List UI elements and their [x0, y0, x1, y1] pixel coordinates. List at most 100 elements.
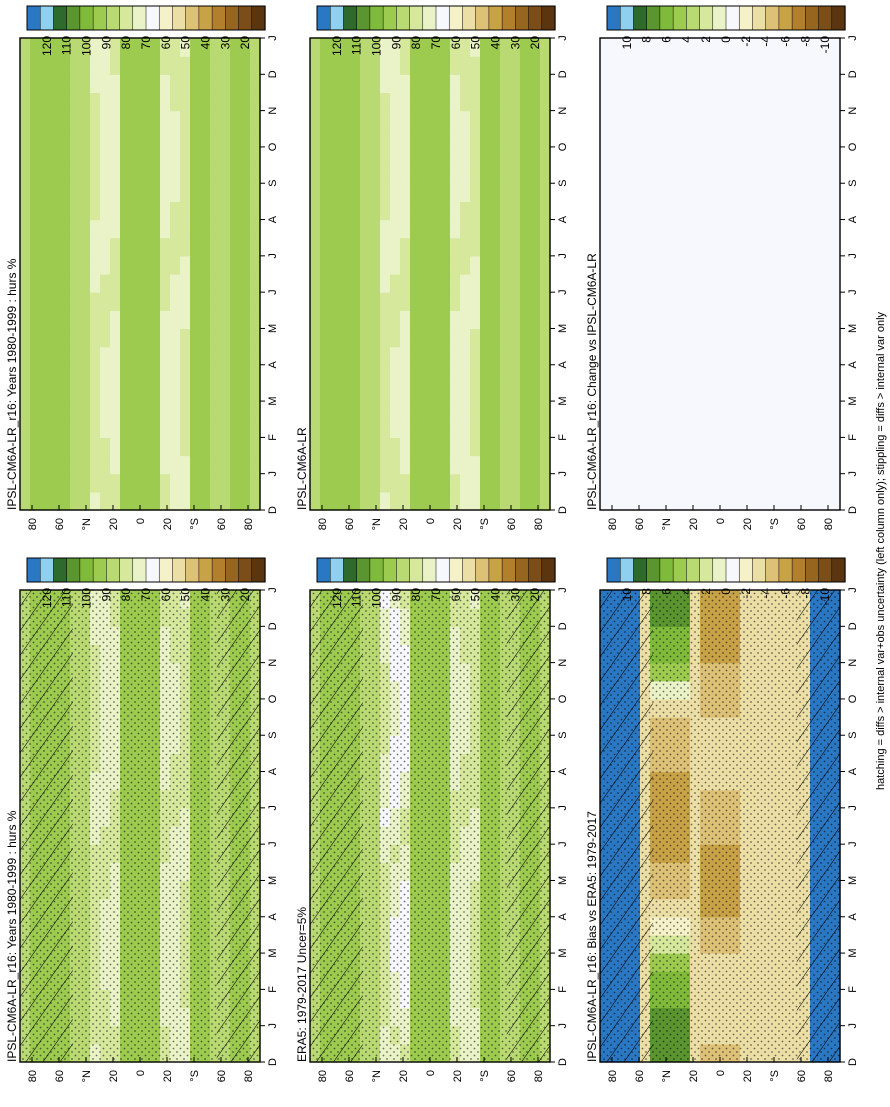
lat-tick-label: 80 — [607, 1070, 619, 1082]
heatmap-cell — [80, 128, 91, 148]
heatmap-cell — [640, 165, 651, 184]
heatmap-cell — [660, 92, 671, 112]
heatmap-cell — [700, 74, 711, 94]
colorbar-swatch — [475, 5, 490, 31]
heatmap-cell — [650, 92, 661, 112]
heatmap-cell — [200, 146, 211, 166]
heatmap-cell — [190, 165, 201, 184]
heatmap-cell — [80, 491, 91, 511]
heatmap-cell — [170, 237, 181, 257]
colorbar-swatch — [528, 5, 543, 31]
heatmap-cell — [630, 92, 641, 112]
heatmap-cell — [810, 455, 821, 475]
heatmap-cell — [710, 274, 721, 293]
month-label: D — [267, 622, 279, 630]
heatmap-cell — [820, 183, 831, 202]
heatmap-cell — [160, 38, 171, 57]
heatmap-cell — [530, 183, 541, 202]
heatmap-cell — [780, 146, 791, 166]
heatmap-cell — [600, 382, 611, 402]
heatmap-cell — [760, 274, 771, 293]
heatmap-cell — [220, 146, 231, 166]
heatmap-cell — [120, 146, 131, 166]
heatmap-cell — [200, 346, 211, 366]
heatmap-cell — [240, 183, 251, 202]
heatmap-cell — [130, 310, 141, 330]
heatmap-cell — [660, 146, 671, 166]
heatmap-cell — [140, 437, 151, 457]
heatmap-cell — [740, 165, 751, 184]
heatmap-cell — [790, 146, 801, 166]
heatmap-cell — [400, 473, 411, 493]
heatmap-cell — [720, 219, 731, 239]
month-label: A — [557, 912, 569, 920]
colorbar-swatch — [382, 5, 397, 31]
heatmap-cell — [430, 128, 441, 148]
heatmap-cell — [690, 455, 701, 475]
heatmap-cell — [790, 128, 801, 148]
heatmap-cell — [490, 219, 501, 239]
heatmap-cell — [820, 38, 831, 57]
heatmap-cell — [190, 128, 201, 148]
heatmap-cell — [830, 491, 841, 511]
heatmap-cell — [210, 346, 221, 366]
heatmap-cell — [80, 74, 91, 94]
heatmap-cell — [450, 419, 461, 438]
heatmap-cell — [130, 255, 141, 275]
heatmap-cell — [760, 473, 771, 493]
heatmap-cell — [710, 183, 721, 202]
heatmap-cell — [70, 346, 81, 366]
heatmap-cell — [450, 74, 461, 94]
heatmap-cell — [320, 237, 331, 257]
heatmap-cell — [400, 74, 411, 94]
heatmap-cell — [610, 382, 621, 402]
month-label: M — [557, 396, 569, 405]
heatmap-cell — [760, 237, 771, 257]
heatmap-cell — [680, 183, 691, 202]
heatmap-cell — [780, 92, 791, 112]
heatmap-cell — [230, 455, 241, 475]
month-label: O — [267, 142, 279, 151]
heatmap-cell — [400, 165, 411, 184]
heatmap-cell — [620, 274, 631, 293]
heatmap-cell — [130, 274, 141, 293]
heatmap-cell — [630, 437, 641, 457]
heatmap-cell — [210, 437, 221, 457]
heatmap-cell — [20, 146, 31, 166]
month-label: D — [267, 1058, 279, 1066]
month-label: O — [557, 694, 569, 703]
colorbar-swatch — [329, 5, 345, 31]
heatmap-cell — [230, 346, 241, 366]
heatmap-cell — [150, 146, 161, 166]
heatmap-cell — [650, 110, 661, 130]
lat-tick-label: 80 — [27, 1070, 39, 1082]
heatmap-cell — [540, 255, 551, 275]
colorbar-swatch — [462, 557, 477, 583]
heatmap-cell — [40, 274, 51, 293]
heatmap-cell — [490, 346, 501, 366]
heatmap-cell — [430, 328, 441, 348]
heatmap-cell — [40, 38, 51, 57]
heatmap-cell — [30, 183, 41, 202]
heatmap-cell — [170, 419, 181, 438]
heatmap-cell — [370, 110, 381, 130]
heatmap-cell — [190, 219, 201, 239]
heatmap-cell — [520, 92, 531, 112]
heatmap-cell — [350, 382, 361, 402]
lat-tick-label: °N — [81, 1070, 93, 1082]
month-label: A — [267, 767, 279, 775]
heatmap-cell — [710, 146, 721, 166]
heatmap-cell — [760, 401, 771, 420]
heatmap-cell — [620, 292, 631, 311]
heatmap-cell — [110, 219, 121, 239]
colorbar-swatch — [251, 5, 266, 31]
heatmap-cell — [660, 274, 671, 293]
colorbar-tick-label: -10 — [818, 36, 832, 54]
heatmap-cell — [600, 56, 611, 75]
month-label: F — [557, 986, 569, 993]
heatmap-cell — [240, 201, 251, 221]
heatmap-cell — [400, 183, 411, 202]
heatmap-cell — [420, 419, 431, 438]
heatmap-cell — [530, 146, 541, 166]
heatmap-cell — [540, 56, 551, 75]
